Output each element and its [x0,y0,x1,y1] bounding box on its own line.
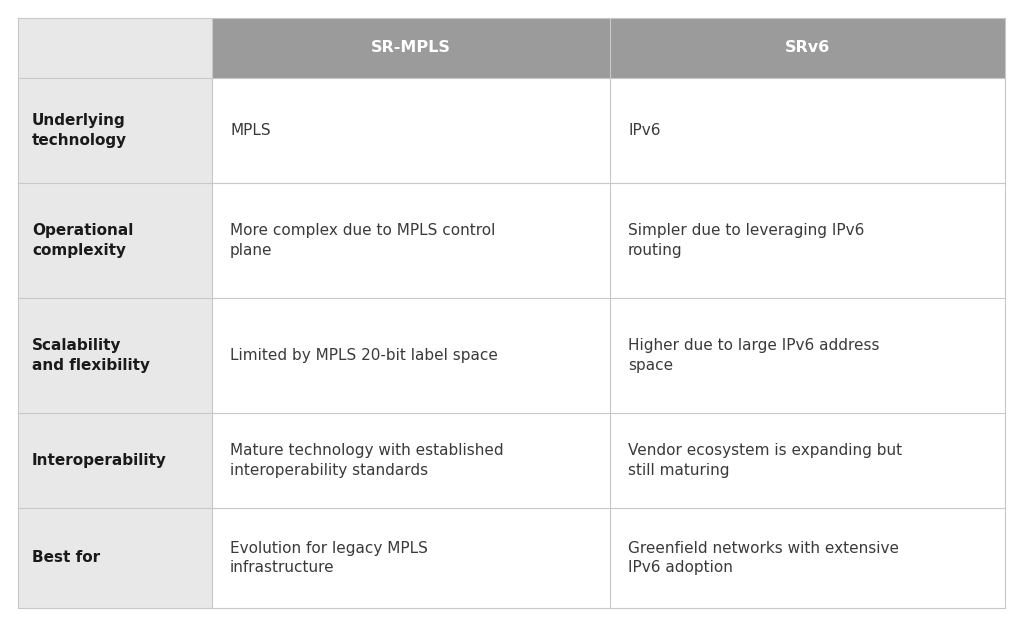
Text: Higher due to large IPv6 address
space: Higher due to large IPv6 address space [628,338,880,373]
Bar [610,18,1005,78]
Text: Operational
complexity: Operational complexity [32,223,133,258]
Bar [18,183,212,298]
Bar [610,78,1005,183]
Text: Limited by MPLS 20-bit label space: Limited by MPLS 20-bit label space [230,348,498,363]
Text: Mature technology with established
interoperability standards: Mature technology with established inter… [230,443,504,478]
Bar [18,413,212,508]
Bar [18,18,212,78]
Bar [610,508,1005,608]
Bar [212,508,610,608]
Bar [212,413,610,508]
Bar [610,413,1005,508]
Bar [18,508,212,608]
Bar [610,183,1005,298]
Text: Scalability
and flexibility: Scalability and flexibility [32,338,150,373]
Bar [18,298,212,413]
Bar [212,298,610,413]
Text: MPLS: MPLS [230,123,270,138]
Text: More complex due to MPLS control
plane: More complex due to MPLS control plane [230,223,496,258]
Bar [212,78,610,183]
Text: IPv6: IPv6 [628,123,660,138]
Text: Interoperability: Interoperability [32,453,167,468]
Text: Underlying
technology: Underlying technology [32,113,127,148]
Text: Best for: Best for [32,550,100,565]
Text: SRv6: SRv6 [784,41,830,56]
Bar [18,78,212,183]
Text: Greenfield networks with extensive
IPv6 adoption: Greenfield networks with extensive IPv6 … [628,540,899,575]
Bar [212,183,610,298]
Text: Simpler due to leveraging IPv6
routing: Simpler due to leveraging IPv6 routing [628,223,864,258]
Text: SR-MPLS: SR-MPLS [371,41,451,56]
Bar [610,298,1005,413]
Text: Vendor ecosystem is expanding but
still maturing: Vendor ecosystem is expanding but still … [628,443,902,478]
Bar [212,18,610,78]
Text: Evolution for legacy MPLS
infrastructure: Evolution for legacy MPLS infrastructure [230,540,428,575]
